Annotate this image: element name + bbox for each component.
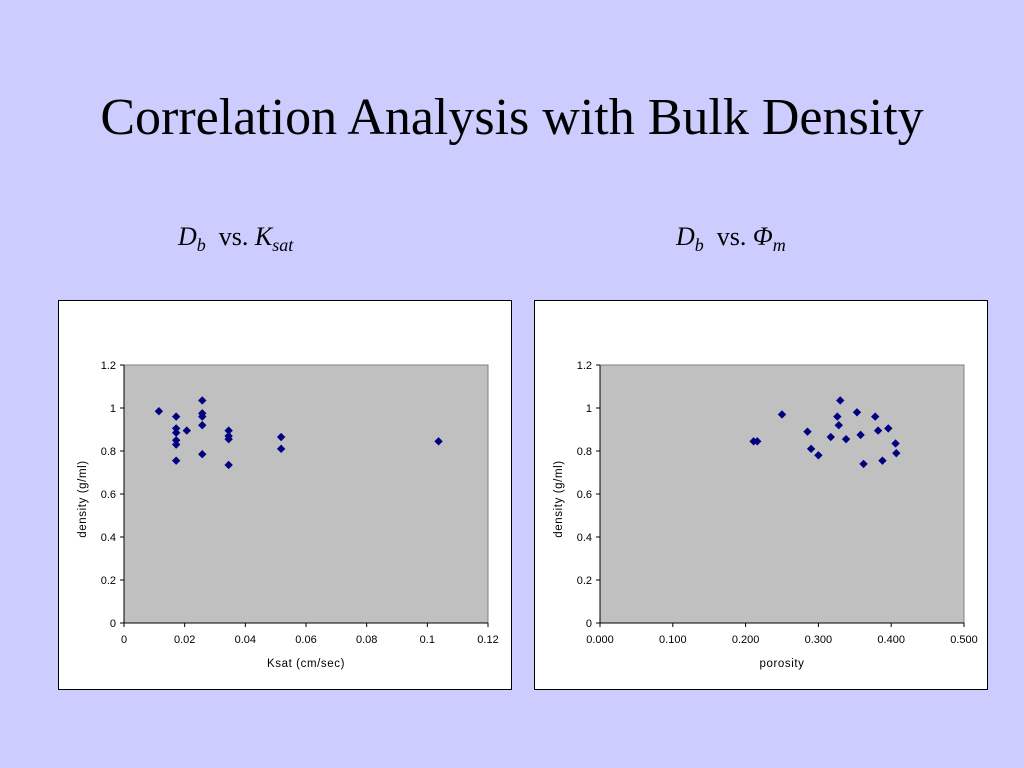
data-point [852, 408, 862, 417]
data-point [892, 448, 901, 458]
chart-ksat: 0 0.2 0.4 0.6 0.8 1 1.2 0 0.02 0.04 0.06 0.08 0.1 0.1… [77, 360, 499, 670]
chart-ksat-panel: 0 0.2 0.4 0.6 0.8 1 1.2 0 0.02 0.04 0.06 0.08 0.1 0.1… [58, 300, 512, 690]
data-point [224, 460, 233, 470]
subtitle-main: D [178, 222, 197, 251]
x-tick-label: 0.04 [235, 634, 256, 646]
subtitle-var: K [254, 222, 273, 251]
x-tick-label: 0.1 [420, 634, 435, 646]
data-point [171, 456, 181, 465]
x-tick-label: 0.06 [295, 634, 316, 646]
subtitle-var-sub: sat [272, 235, 294, 255]
plot-area [599, 364, 965, 624]
data-point [171, 436, 181, 445]
data-point [826, 432, 835, 442]
y-axis-label: density (g/ml) [77, 460, 89, 537]
subtitle-var-sub: m [772, 235, 786, 255]
y-tick-label: 1 [586, 403, 592, 415]
data-point [182, 426, 191, 435]
data-point [171, 428, 181, 437]
y-tick-label: 0 [586, 618, 592, 630]
data-point [198, 450, 207, 459]
x-axis-label: porosity [759, 658, 804, 670]
data-point [891, 439, 900, 448]
plot-area [123, 364, 489, 624]
subtitle-main: D [676, 222, 695, 251]
data-point [878, 456, 887, 465]
y-tick-label: 0.6 [577, 489, 592, 501]
data-point [198, 412, 207, 421]
data-point [859, 459, 868, 469]
y-tick-label: 0 [110, 618, 116, 630]
data-point [198, 396, 207, 405]
subtitle-vs: vs. [716, 222, 747, 251]
x-tick-label: 0.08 [356, 634, 377, 646]
x-tick-label: 0.100 [659, 634, 687, 646]
data-point [171, 412, 181, 421]
x-axis-label: Ksat (cm/sec) [267, 658, 345, 670]
chart-porosity-panel: 0 0.2 0.4 0.6 0.8 1 1.2 0.000 0.100 0.200 0.300 0.4… [534, 300, 988, 690]
y-tick-label: 0.4 [101, 532, 116, 544]
data-point [833, 412, 842, 421]
data-point [171, 440, 181, 449]
x-tick-label: 0.200 [732, 634, 760, 646]
chart-porosity: 0 0.2 0.4 0.6 0.8 1 1.2 0.000 0.100 0.200 0.300 0.4… [553, 360, 978, 670]
y-tick-label: 0.8 [577, 446, 592, 458]
data-point [224, 426, 233, 435]
data-point [276, 444, 286, 454]
x-tick-label: 0.000 [586, 634, 614, 646]
x-tick-label: 0.300 [805, 634, 833, 646]
data-point [836, 396, 845, 405]
x-tick-label: 0.02 [174, 634, 195, 646]
y-tick-label: 1.2 [577, 360, 592, 372]
data-point [171, 424, 181, 433]
data-point [198, 421, 207, 430]
chart-subtitle-ksat: Db vs. Ksat [178, 222, 293, 256]
data-point [434, 437, 443, 446]
data-point [803, 427, 812, 436]
x-tick-label: 0.500 [950, 634, 978, 646]
data-point [856, 430, 865, 440]
y-tick-label: 0.6 [101, 489, 116, 501]
data-point [777, 410, 787, 419]
subtitle-var: Φ [752, 222, 773, 251]
y-tick-label: 0.4 [577, 532, 592, 544]
x-tick-label: 0 [121, 634, 127, 646]
y-tick-label: 1.2 [101, 360, 116, 372]
slide-title: Correlation Analysis with Bulk Density [100, 89, 924, 146]
y-tick-label: 1 [110, 403, 116, 415]
subtitle-main-sub: b [694, 235, 704, 255]
y-tick-label: 0.8 [101, 446, 116, 458]
data-point [154, 407, 164, 416]
x-tick-label: 0.12 [477, 634, 498, 646]
data-point [806, 444, 816, 454]
y-tick-label: 0.2 [101, 575, 116, 587]
y-axis-label: density (g/ml) [553, 460, 565, 537]
chart-subtitle-porosity: Db vs. Φm [676, 222, 786, 256]
y-tick-label: 0.2 [577, 575, 592, 587]
subtitle-main-sub: b [196, 235, 206, 255]
data-point [814, 451, 823, 460]
x-tick-label: 0.400 [877, 634, 905, 646]
data-point [276, 432, 286, 442]
subtitle-vs: vs. [218, 222, 249, 251]
data-point [224, 434, 233, 444]
